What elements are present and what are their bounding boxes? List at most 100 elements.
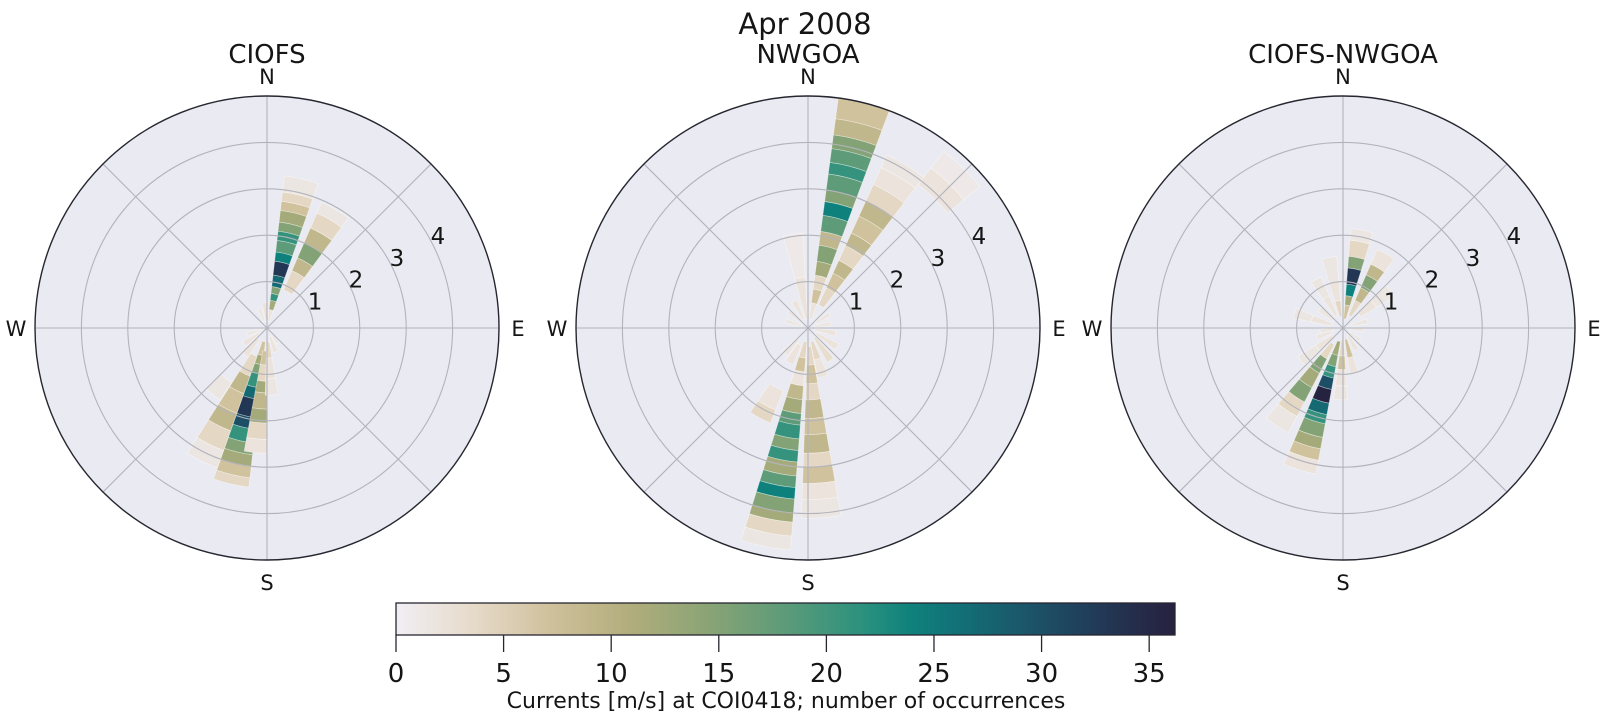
- grid-spoke: [643, 327, 809, 493]
- petal-segment: [806, 345, 815, 366]
- petal-segment: [291, 257, 314, 279]
- grid-spoke: [102, 327, 268, 493]
- petal-segment: [759, 469, 797, 488]
- petal-segment: [270, 332, 281, 345]
- compass-label-n: N: [1335, 65, 1351, 89]
- petal-segment: [1319, 327, 1335, 335]
- petal-segment: [818, 287, 836, 309]
- petal-segment: [1322, 363, 1337, 379]
- colorbar: 0 5 10 15 20 25 30 35: [388, 602, 1176, 689]
- petal-segment: [280, 200, 311, 217]
- radial-tick-label: 2: [1425, 268, 1440, 294]
- petal-segment: [1343, 304, 1351, 320]
- petal-segment: [782, 232, 806, 280]
- radial-tick-label: 2: [349, 268, 364, 294]
- radial-tick-label: 3: [931, 246, 946, 272]
- grid-spoke: [1178, 163, 1344, 329]
- polar-outer-boundary: [575, 95, 1041, 561]
- petal-segment: [268, 299, 277, 311]
- colorbar-tick-label: 15: [702, 659, 735, 689]
- petal-segment: [744, 513, 794, 537]
- petal-segment: [1314, 334, 1334, 352]
- radial-tick-label: 4: [1507, 224, 1522, 250]
- petal-segment: [1317, 374, 1335, 390]
- petal-segment: [814, 260, 833, 279]
- petal-segment: [813, 336, 835, 363]
- petal-segment: [767, 444, 799, 463]
- polar-outer-boundary: [34, 95, 500, 561]
- petal-segment: [1346, 334, 1360, 352]
- petal-segment: [833, 118, 883, 146]
- petal-segment: [1288, 378, 1313, 403]
- compass-label-w: W: [1082, 317, 1103, 341]
- petal-segment: [1297, 344, 1321, 366]
- petal-segment: [829, 148, 872, 172]
- petal-segment: [1345, 283, 1357, 298]
- petal-segment: [1319, 341, 1335, 360]
- petal-segment: [757, 382, 784, 411]
- petal-segment: [1283, 450, 1319, 475]
- grid-spoke: [807, 327, 973, 493]
- petal-segment: [217, 386, 245, 414]
- petal-segment: [272, 260, 290, 279]
- petals-group: [740, 97, 981, 551]
- petal-segment: [1360, 274, 1378, 294]
- petal-segment: [1349, 228, 1374, 245]
- petal-segment: [770, 433, 800, 451]
- compass-label-e: E: [1587, 317, 1600, 341]
- compass-label-w: W: [547, 317, 568, 341]
- petal-segment: [1265, 403, 1298, 434]
- petal-segment: [1312, 384, 1332, 404]
- compass-label-n: N: [259, 65, 275, 89]
- petal-segment: [917, 167, 965, 214]
- petal-segment: [762, 455, 798, 477]
- petal-segment: [774, 420, 801, 440]
- petal-segment: [749, 400, 777, 424]
- grid-spoke: [1342, 327, 1508, 493]
- polar-outer-boundary: [1110, 95, 1576, 561]
- petal-segment: [1309, 353, 1328, 374]
- petal-segment: [1326, 353, 1339, 368]
- petal-segment: [794, 276, 808, 320]
- subplot-title: CIOFS: [228, 40, 305, 70]
- petal-segment: [213, 469, 251, 488]
- petal-segment: [264, 377, 279, 396]
- petal-segment: [784, 318, 803, 327]
- petal-segment: [316, 202, 349, 228]
- petal-segment: [239, 352, 258, 377]
- compass-label-e: E: [1052, 317, 1065, 341]
- colorbar-label: Currents [m/s] at COI0418; number of occ…: [507, 689, 1066, 714]
- colorbar-tick-label: 0: [388, 659, 405, 689]
- colorbar-gradient: [395, 602, 1176, 636]
- petal-segment: [1315, 330, 1334, 341]
- petal-segment: [810, 288, 823, 305]
- petal-segment: [277, 221, 304, 237]
- compass-label-s: S: [801, 571, 814, 595]
- petal-segment: [268, 335, 279, 354]
- petal-segment: [822, 201, 854, 222]
- petal-segment: [1354, 287, 1370, 305]
- colorbar-tick-label: 20: [810, 659, 843, 689]
- petal-segment: [827, 161, 867, 183]
- compass-label-n: N: [800, 65, 816, 89]
- petal-segment: [800, 496, 842, 519]
- petal-segment: [740, 526, 792, 551]
- petal-segment: [1277, 391, 1305, 417]
- petal-segment: [1288, 440, 1321, 461]
- petal-segment: [1370, 285, 1395, 308]
- petal-segment: [1337, 355, 1346, 371]
- petal-segment: [781, 336, 801, 357]
- petal-segment: [269, 293, 280, 303]
- petal-segment: [243, 437, 269, 454]
- petal-segment: [814, 311, 832, 325]
- petals-group: [186, 175, 349, 488]
- petal-segment: [814, 331, 840, 351]
- petal-segment: [1347, 255, 1366, 271]
- petal-segment: [1346, 267, 1362, 287]
- radial-tick-label: 4: [431, 224, 446, 250]
- petal-segment: [249, 407, 269, 424]
- colorbar-tick-label: 30: [1025, 659, 1058, 689]
